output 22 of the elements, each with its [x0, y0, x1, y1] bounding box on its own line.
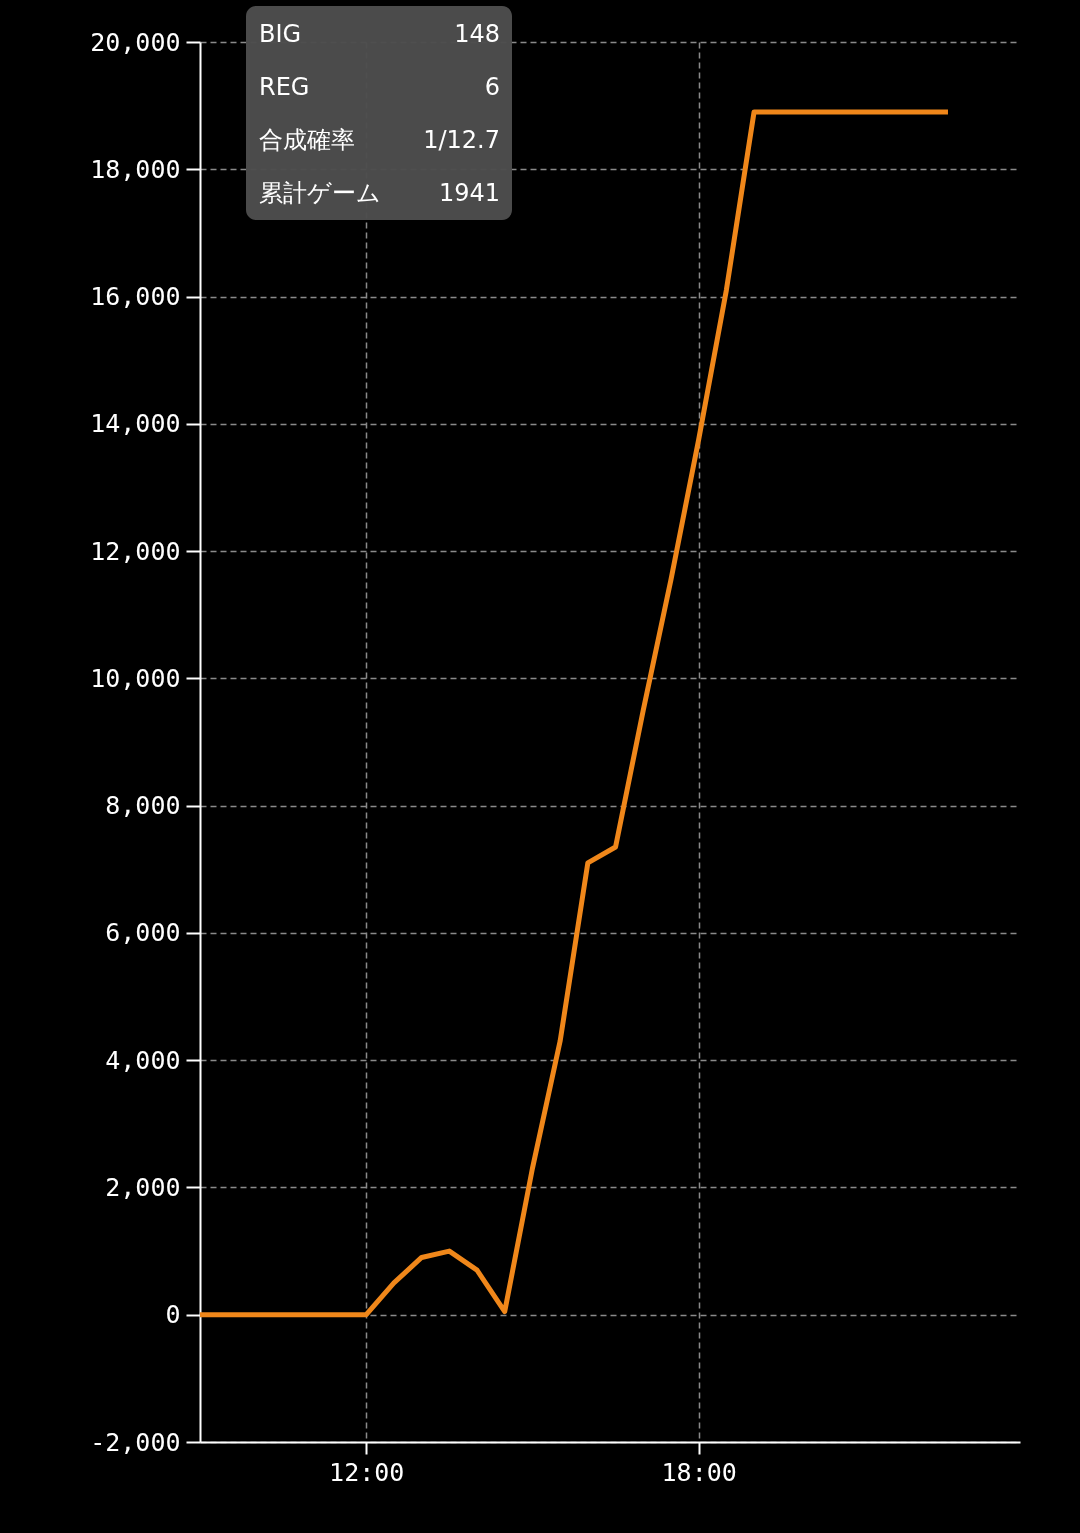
y-tick-label: 0	[165, 1300, 181, 1330]
y-tick-label: 20,000	[90, 27, 181, 57]
annotation: 6	[484, 73, 500, 101]
y-tick-label: 4,000	[105, 1045, 181, 1075]
annotation: 1941	[438, 179, 500, 207]
annotation: BIG	[259, 20, 302, 48]
annotation: 累計ゲーム	[259, 179, 381, 207]
annotation: REG	[259, 73, 310, 101]
x-tick-label: 18:00	[661, 1457, 737, 1487]
y-tick-label: 10,000	[90, 663, 181, 693]
y-tick-label: -2,000	[90, 1427, 181, 1457]
annotation: 148	[454, 20, 500, 48]
annotation: 合成確率	[259, 126, 355, 154]
y-tick-label: 6,000	[105, 918, 181, 948]
annotation: 1/12.7	[423, 126, 500, 154]
y-tick-label: 2,000	[105, 1172, 181, 1202]
y-tick-label: 12,000	[90, 536, 181, 566]
y-tick-label: 18,000	[90, 154, 181, 184]
y-tick-label: 8,000	[105, 791, 181, 821]
x-tick-label: 12:00	[329, 1457, 405, 1487]
y-tick-label: 16,000	[90, 282, 181, 312]
y-tick-label: 14,000	[90, 409, 181, 439]
